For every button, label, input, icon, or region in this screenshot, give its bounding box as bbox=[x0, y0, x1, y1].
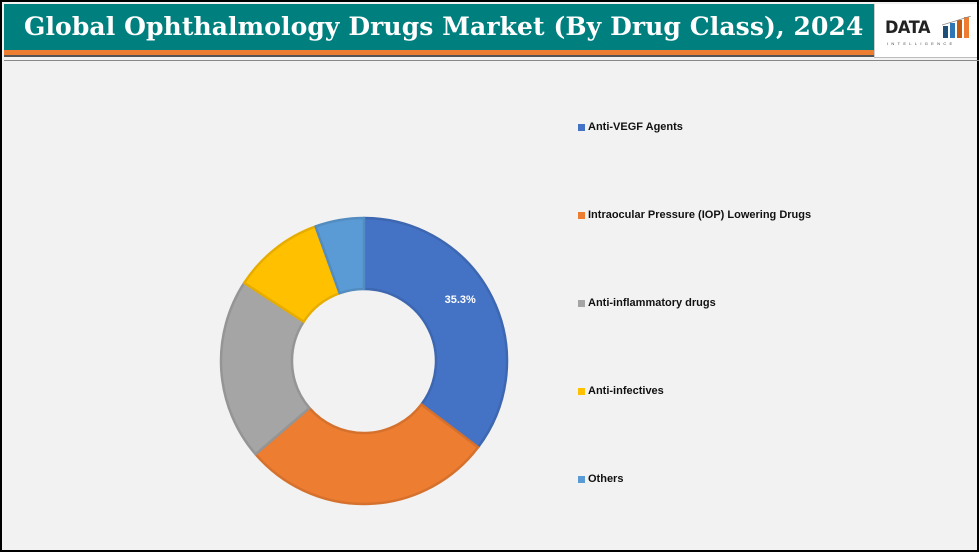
legend-item-anti-inflammatory[interactable]: Anti-inflammatory drugs bbox=[578, 297, 716, 309]
bar-chart-logo-icon bbox=[942, 16, 972, 38]
donut-slice-anti-vegf-agents[interactable] bbox=[362, 216, 509, 449]
donut-slice-intraocular-pressure-iop-lowering-drugs[interactable] bbox=[254, 403, 480, 506]
data-label: 35.3% bbox=[445, 294, 476, 306]
legend-label: Anti-infectives bbox=[588, 385, 664, 397]
legend-swatch-icon bbox=[578, 211, 585, 219]
legend-label: Anti-inflammatory drugs bbox=[588, 297, 716, 309]
legend-swatch-icon bbox=[578, 475, 585, 483]
legend-swatch-icon bbox=[578, 123, 585, 131]
chart-area: 35.3% Anti-VEGF Agents Intraocular Press… bbox=[4, 60, 979, 552]
legend-item-anti-vegf[interactable]: Anti-VEGF Agents bbox=[578, 121, 683, 133]
page-title: Global Ophthalmology Drugs Market (By Dr… bbox=[24, 12, 921, 41]
logo: DATA INTELLIGENCE bbox=[874, 4, 977, 58]
logo-text: DATA bbox=[885, 18, 931, 38]
legend-swatch-icon bbox=[578, 299, 585, 307]
header-banner: Global Ophthalmology Drugs Market (By Dr… bbox=[4, 4, 921, 50]
accent-bar bbox=[4, 50, 874, 57]
legend-item-others[interactable]: Others bbox=[578, 473, 623, 485]
donut-hole bbox=[293, 290, 435, 432]
legend-label: Others bbox=[588, 473, 624, 485]
legend-label: Anti-VEGF Agents bbox=[588, 121, 683, 133]
legend-label: Intraocular Pressure (IOP) Lowering Drug… bbox=[588, 209, 812, 221]
legend-item-iop-lowering[interactable]: Intraocular Pressure (IOP) Lowering Drug… bbox=[578, 209, 811, 221]
donut-chart: 35.3% bbox=[219, 216, 509, 506]
legend-item-anti-infectives[interactable]: Anti-infectives bbox=[578, 385, 664, 397]
logo-subtext: INTELLIGENCE bbox=[887, 41, 956, 46]
legend-swatch-icon bbox=[578, 387, 585, 395]
donut-slice-others[interactable] bbox=[314, 216, 366, 295]
donut-slice-anti-inflammatory-drugs[interactable] bbox=[219, 281, 311, 456]
